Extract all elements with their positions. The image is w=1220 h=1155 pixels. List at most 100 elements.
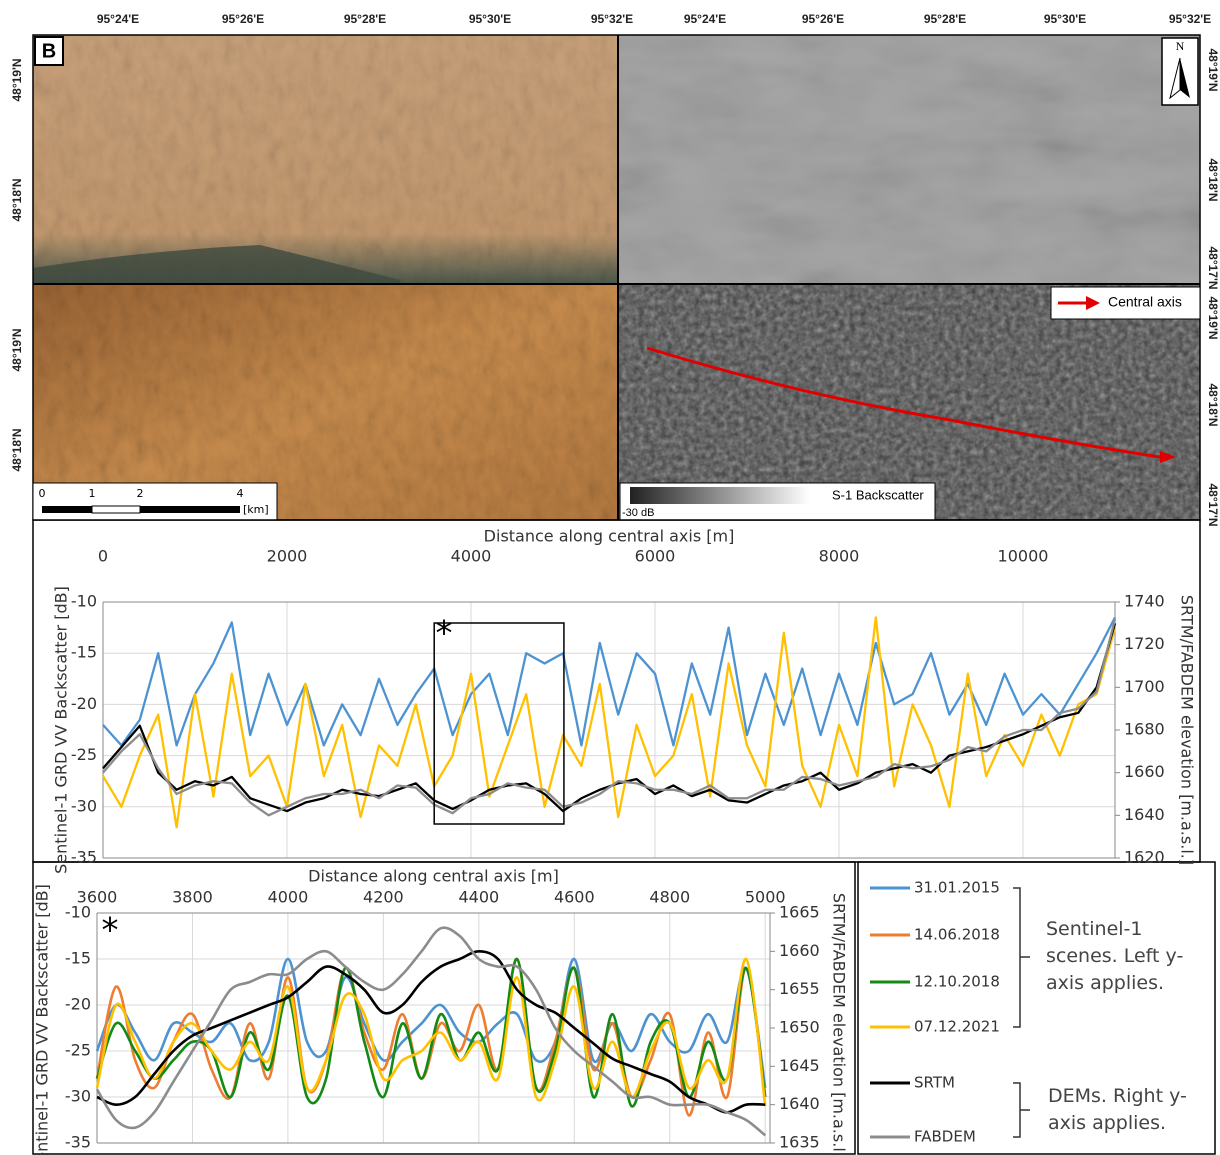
chart-frame (32, 861, 856, 1155)
legend-group-label: Sentinel-1 scenes. Left y-axis applies. (1046, 918, 1184, 994)
y2-tick-label: 1640 (779, 1094, 820, 1113)
y-tick-label: -20 (65, 995, 91, 1014)
series-line (102, 618, 1117, 817)
scalebar-label: 1 (89, 487, 96, 500)
x-axis-title: Distance along central axis [m] (308, 867, 559, 886)
scalebar-unit: [km] (243, 503, 269, 516)
legend-label: 12.10.2018 (914, 973, 1000, 991)
panel-label: B (42, 40, 56, 62)
y-tick-label: -35 (71, 848, 97, 867)
series-line (102, 616, 1117, 747)
annotation: * (436, 614, 453, 654)
y-axis-title: Sentinel-1 GRD VV Backscatter [dB] (52, 586, 71, 874)
lat-label: 48°17'N (1206, 246, 1220, 289)
scalebar-box (32, 482, 278, 521)
scalebar-label: 4 (237, 487, 244, 500)
image-texture (33, 285, 617, 520)
legend-bracket (1013, 1082, 1030, 1138)
y2-tick-label: 1665 (779, 903, 820, 922)
scalebar-segment (140, 506, 240, 513)
lon-label: 95°24'E (97, 12, 139, 26)
colorbar-min: -30 dB (622, 507, 654, 519)
y-tick-label: -10 (65, 903, 91, 922)
lon-label: 95°32'E (591, 12, 633, 26)
series-line (95, 957, 767, 1117)
arrow-head (1160, 451, 1176, 463)
lat-label: 48°18'N (1206, 158, 1220, 201)
lat-label: 48°17'N (1206, 483, 1220, 526)
lon-label: 95°26'E (222, 12, 264, 26)
y2-tick-label: 1700 (1124, 677, 1165, 696)
x-axis-title: Distance along central axis [m] (484, 527, 735, 546)
lon-label: 95°24'E (684, 12, 726, 26)
legend-frame (857, 861, 1216, 1155)
y-tick-label: -10 (71, 592, 97, 611)
y2-tick-label: 1680 (1124, 720, 1165, 739)
x-tick-label: 4000 (451, 547, 492, 566)
image-texture (33, 35, 617, 283)
series-line (95, 957, 767, 1108)
y-tick-label: -20 (71, 694, 97, 713)
x-tick-label: 0 (98, 547, 108, 566)
x-tick-label: 8000 (819, 547, 860, 566)
y2-tick-label: 1720 (1124, 634, 1165, 653)
y-tick-label: -15 (65, 949, 91, 968)
image-texture (619, 285, 1200, 520)
y-tick-label: -25 (65, 1041, 91, 1060)
lat-label: 48°19'N (10, 58, 24, 101)
annotation: * (102, 911, 119, 951)
y2-tick-label: 1650 (779, 1018, 820, 1037)
plot-area (103, 602, 1115, 858)
y2-axis-title: SRTM/FABDEM elevation [m.a.s.l.] (830, 893, 849, 1155)
x-tick-label: 4400 (458, 888, 499, 907)
y-tick-label: -25 (71, 745, 97, 764)
legend-arrow-head (1086, 296, 1100, 310)
y2-tick-label: 1645 (779, 1056, 820, 1075)
y-tick-label: -15 (71, 643, 97, 662)
chart: 0 2000 4000 6000 8000 10000 -35 -30 -25 -20 -15 -10… (52, 527, 1197, 874)
lon-label: 95°28'E (344, 12, 386, 26)
y2-tick-label: 1660 (779, 941, 820, 960)
y-tick-label: -30 (65, 1087, 91, 1106)
legend-label: 31.01.2015 (914, 879, 1000, 897)
legend-label: 07.12.2021 (914, 1018, 1000, 1036)
y2-tick-label: 1655 (779, 979, 820, 998)
lon-label: 95°26'E (802, 12, 844, 26)
lon-label: 95°30'E (1044, 12, 1086, 26)
central-axis (646, 346, 1161, 459)
x-tick-label: 3600 (77, 888, 118, 907)
y2-tick-label: 1660 (1124, 762, 1165, 781)
y-tick-label: -30 (71, 796, 97, 815)
lon-label: 95°28'E (924, 12, 966, 26)
y2-tick-label: 1635 (779, 1133, 820, 1152)
lat-label: 48°18'N (10, 178, 24, 221)
y2-tick-label: 1740 (1124, 592, 1165, 611)
x-tick-label: 4200 (363, 888, 404, 907)
series-line (102, 616, 1117, 829)
legend-group-label: DEMs. Right y-axis applies. (1048, 1085, 1187, 1134)
x-tick-label: 10000 (998, 547, 1049, 566)
y-tick-label: -35 (65, 1133, 91, 1152)
series-line (95, 926, 767, 1137)
zoom-box (433, 622, 565, 825)
north-arrow (1180, 58, 1190, 98)
legend-label: FABDEM (914, 1128, 976, 1146)
lat-label: 48°19'N (1206, 296, 1220, 339)
y-axis-title: Sentinel-1 GRD VV Backscatter [dB] (33, 884, 52, 1155)
y2-tick-label: 1620 (1124, 848, 1165, 867)
x-tick-label: 2000 (267, 547, 308, 566)
lat-label: 48°19'N (1206, 48, 1220, 91)
lat-label: 48°18'N (1206, 383, 1220, 426)
north-label: N (1176, 39, 1185, 53)
legend-label: SRTM (914, 1074, 955, 1092)
series-line (95, 957, 767, 1107)
x-tick-label: 3800 (172, 888, 213, 907)
x-tick-label: 5000 (745, 888, 786, 907)
series-line (96, 950, 766, 1114)
scalebar-segment (91, 505, 141, 514)
image-texture (619, 35, 1200, 283)
legend-bracket (1013, 887, 1030, 1028)
scalebar-segment (42, 506, 92, 513)
map-legend-label: Central axis (1108, 294, 1182, 310)
